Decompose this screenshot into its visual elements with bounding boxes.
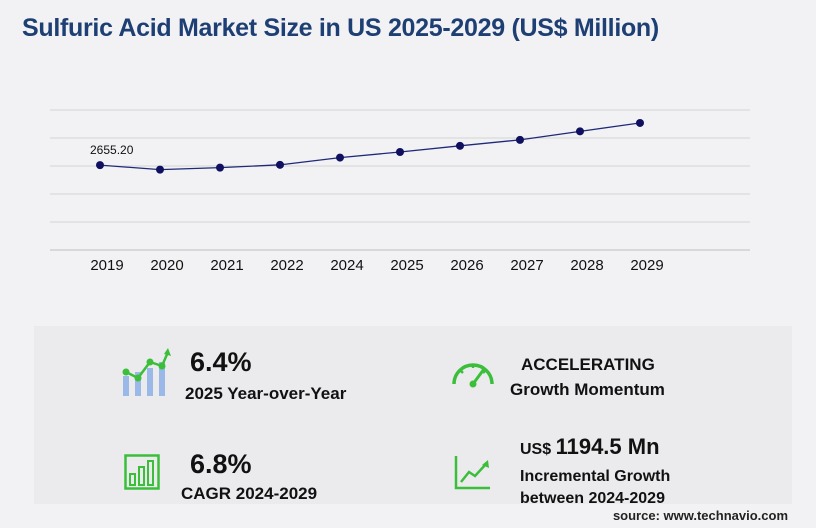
incremental-currency: US$	[520, 441, 552, 458]
growth-bar-chart-icon	[122, 348, 171, 396]
data-point	[456, 141, 464, 150]
x-tick-label: 2027	[510, 257, 543, 274]
x-tick-label: 2026	[450, 257, 483, 274]
data-point	[276, 160, 284, 169]
data-point	[636, 118, 644, 127]
data-point	[396, 148, 404, 156]
x-tick-label: 2025	[390, 257, 423, 274]
x-tick-label: 2019	[90, 257, 123, 274]
momentum-line2: Growth Momentum	[510, 380, 665, 399]
data-point	[96, 161, 104, 170]
data-point	[156, 165, 164, 174]
cagr-value: 6.8%	[190, 449, 252, 479]
series-line	[99, 122, 641, 171]
incremental-line1: Incremental Growth	[520, 468, 671, 485]
speedometer-icon	[452, 363, 494, 388]
bar-chart-icon	[124, 454, 160, 490]
yoy-label: 2025 Year-over-Year	[185, 384, 347, 403]
x-tick-label: 2020	[150, 257, 183, 274]
data-point	[336, 153, 344, 162]
x-tick-label: 2021	[210, 257, 243, 274]
source-credit: source: www.technavio.com	[612, 508, 788, 523]
stats-panel	[34, 326, 792, 504]
data-point	[516, 135, 524, 144]
x-tick-label: 2028	[570, 257, 603, 274]
incremental-value-row: US$ 1194.5 Mn	[520, 434, 660, 460]
yoy-value: 6.4%	[190, 347, 252, 377]
x-tick-label: 2024	[330, 257, 363, 274]
cagr-label: CAGR 2024-2029	[181, 484, 318, 503]
data-label: 2655.20	[90, 143, 134, 157]
data-point	[576, 127, 584, 136]
line-chart: 2019 2020 2021 2022 2024 2025 2026 2027 2028 2029…	[50, 109, 750, 274]
incremental-line2: between 2024-2029	[520, 490, 665, 507]
incremental-value: 1194.5 Mn	[555, 434, 660, 459]
x-tick-label: 2029	[630, 257, 663, 274]
data-point	[216, 163, 224, 172]
trend-up-icon	[454, 456, 490, 490]
chart-title: Sulfuric Acid Market Size in US 2025-202…	[22, 14, 659, 42]
x-tick-label: 2022	[270, 257, 303, 274]
momentum-line1: ACCELERATING	[521, 355, 655, 374]
